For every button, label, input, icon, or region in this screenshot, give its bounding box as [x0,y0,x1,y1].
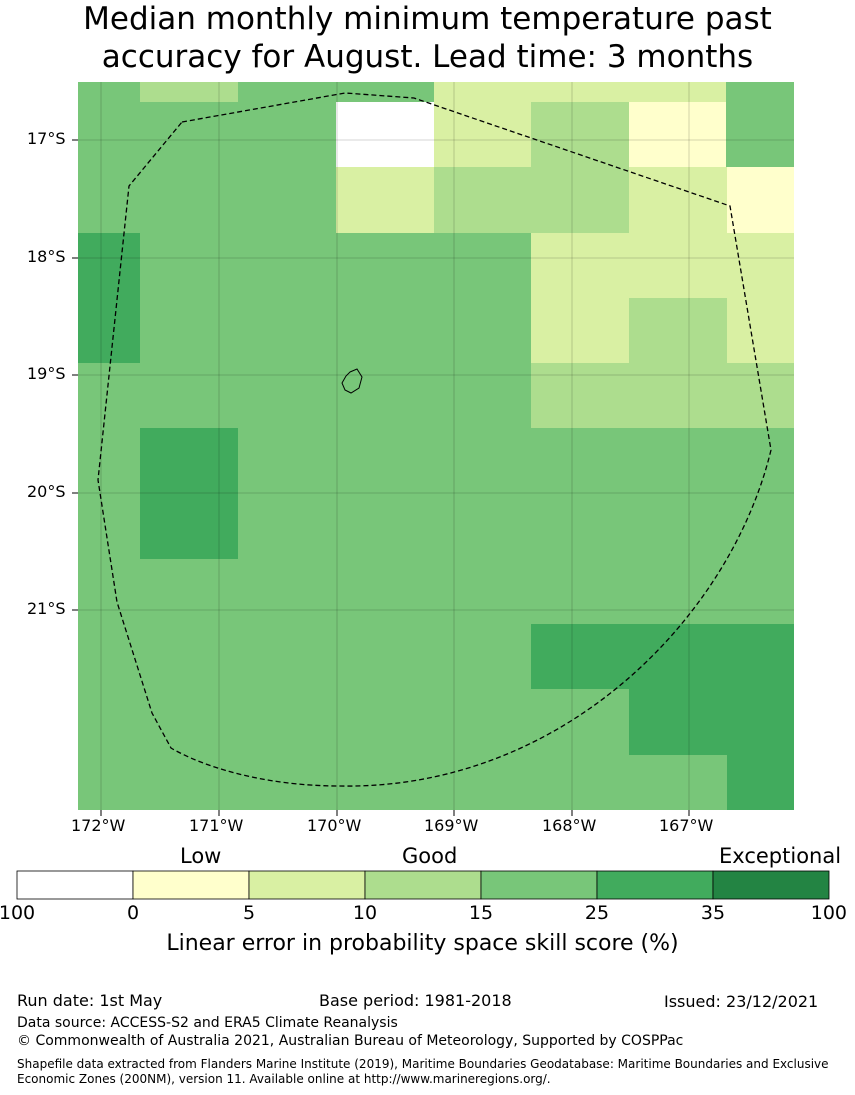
skill-map [72,82,794,816]
gridlines [78,82,794,810]
colorbar-swatch [712,870,830,900]
island-outline [341,368,363,394]
lat-tick-label: 17°S [27,129,66,148]
colorbar-swatch [132,870,250,900]
cell [434,102,531,167]
colorbar-tick-value: 0 [126,902,140,924]
colorbar-tick-value: 100 [0,902,36,924]
cell [629,298,727,363]
lon-tick-label: 167°W [659,816,714,835]
cell [727,755,794,810]
colorbar-tick-value: 5 [242,902,256,924]
colorbar-swatch [248,870,366,900]
cell [629,167,727,233]
lon-tick-label: 168°W [542,816,597,835]
title-line-1: Median monthly minimum temperature past [83,1,772,37]
eez-boundary [97,92,772,787]
title-line-2: accuracy for August. Lead time: 3 months [101,39,754,75]
cell [727,167,794,233]
colorbar-swatch [16,870,134,900]
cell [140,428,238,559]
tick-marks [72,139,690,816]
cell [531,298,629,363]
colorbar-swatch [364,870,482,900]
lon-tick-label: 170°W [307,816,362,835]
lon-tick-label: 169°W [424,816,479,835]
colorbar [16,870,830,900]
colorbar-category-low: Low [180,844,222,868]
cell [531,624,794,689]
lat-tick-label: 20°S [27,482,66,501]
colorbar-swatch [596,870,714,900]
grid-cells [78,82,794,810]
colorbar-tick-value: 100 [810,902,847,924]
cell [434,82,726,102]
colorbar-tick-value: 10 [352,902,378,924]
lat-tick-label: 21°S [27,599,66,618]
cell [531,102,629,167]
colorbar-tick-value: 15 [468,902,494,924]
map-title: Median monthly minimum temperature past … [0,0,855,76]
cell [434,167,629,233]
cell [336,167,434,233]
colorbar-tick-value: 25 [584,902,610,924]
issued-date: Issued: 23/12/2021 [664,992,819,1011]
cell [727,298,794,363]
data-source: Data source: ACCESS-S2 and ERA5 Climate … [17,1015,398,1031]
cell [531,233,794,298]
lat-tick-label: 18°S [27,247,66,266]
cell [531,363,794,428]
copyright: © Commonwealth of Australia 2021, Austra… [17,1033,684,1049]
shapefile-note: Shapefile data extracted from Flanders M… [17,1057,829,1086]
cell [140,82,238,102]
cell [629,102,726,167]
colorbar-label: Linear error in probability space skill … [166,931,679,956]
lat-tick-label: 19°S [27,364,66,383]
lon-tick-label: 172°W [71,816,126,835]
run-date: Run date: 1st May [17,991,163,1010]
cell [78,233,140,363]
lon-tick-label: 171°W [189,816,244,835]
colorbar-category-exceptional: Exceptional [719,844,842,868]
colorbar-category-good: Good [402,844,458,868]
base-period: Base period: 1981-2018 [319,991,512,1010]
cell [629,689,794,755]
colorbar-swatch [480,870,598,900]
cell [336,102,434,167]
colorbar-tick-value: 35 [700,902,726,924]
